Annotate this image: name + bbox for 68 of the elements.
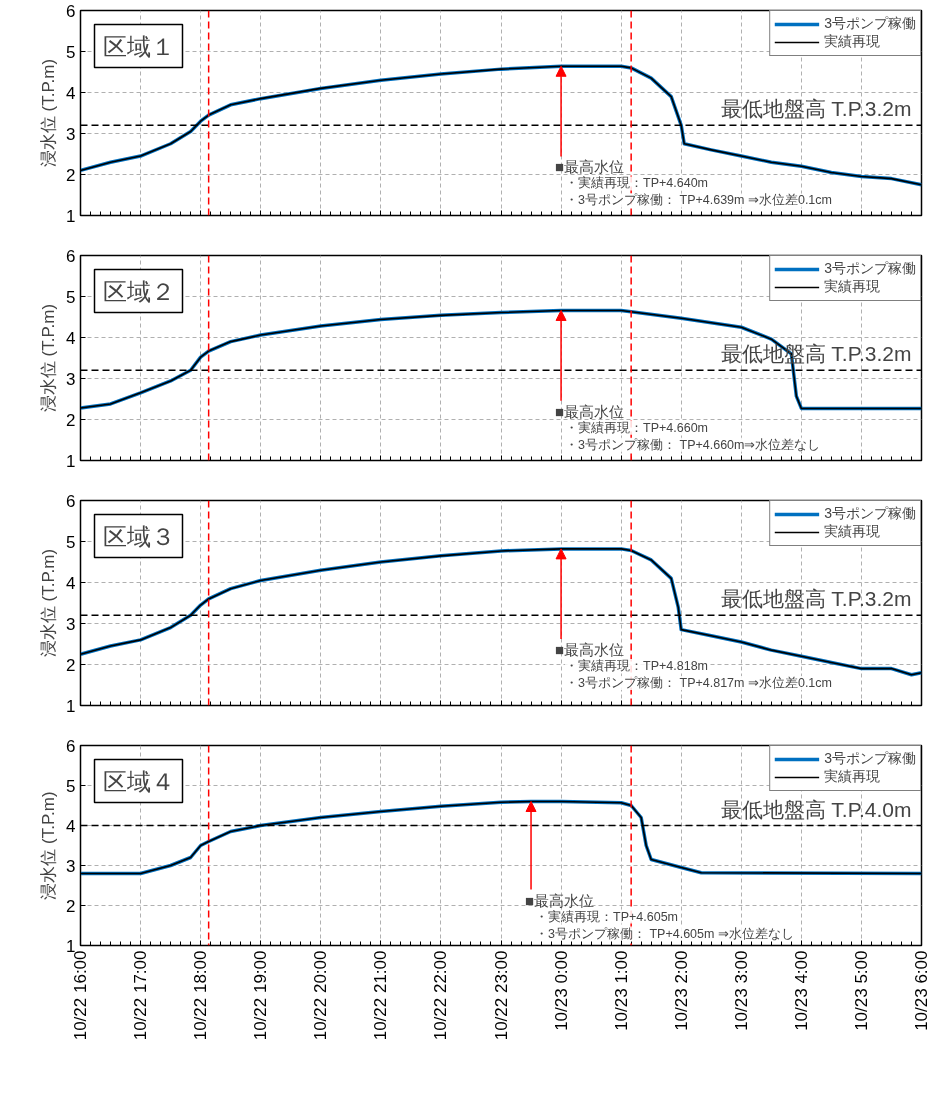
y-tick-label: 6: [66, 736, 76, 756]
annotation: ・実績再現：TP+4.640m: [565, 175, 709, 191]
x-tick-label: 10/23 0:00: [551, 950, 571, 1031]
annotation: ■最高水位: [555, 158, 625, 176]
legend-label: 実績再現: [824, 278, 881, 296]
annotation: ・実績再現：TP+4.605m: [535, 908, 678, 924]
annotation: ■最高水位: [525, 891, 595, 909]
y-tick-label: 4: [66, 816, 76, 836]
x-tick-label: 10/22 22:00: [431, 950, 451, 1041]
y-tick-label: 1: [66, 451, 76, 471]
ref-line-label: 最低地盤高 T.P.4.0m: [720, 797, 912, 821]
x-tick-label: 10/22 21:00: [371, 950, 391, 1041]
y-tick-label: 6: [66, 246, 76, 266]
y-tick-label: 4: [66, 83, 76, 103]
annotation: ・3号ポンプ稼働： TP+4.817m ⇒水位差0.1cm: [565, 676, 832, 691]
y-tick-label: 1: [66, 206, 76, 226]
x-tick-label: 10/22 19:00: [251, 950, 271, 1041]
x-tick-label: 10/22 23:00: [491, 950, 511, 1041]
y-axis-title: 浸水位 (T.P.m): [39, 58, 59, 168]
legend-label: 3号ポンプ稼働: [824, 505, 916, 523]
x-tick-label: 10/23 1:00: [611, 950, 631, 1031]
y-tick-label: 6: [66, 1, 76, 21]
y-tick-label: 5: [66, 42, 76, 62]
annotation: ■最高水位: [555, 641, 625, 659]
y-tick-label: 3: [66, 614, 76, 634]
legend-label: 3号ポンプ稼働: [824, 750, 916, 768]
y-tick-label: 5: [66, 287, 76, 307]
x-tick-label: 10/22 17:00: [131, 950, 151, 1041]
y-tick-label: 4: [66, 328, 76, 348]
y-tick-label: 2: [66, 165, 76, 185]
y-tick-label: 2: [66, 410, 76, 430]
y-tick-label: 2: [66, 896, 76, 916]
legend-label: 実績再現: [824, 768, 881, 786]
legend-label: 3号ポンプ稼働: [824, 260, 916, 278]
text: 区域１: [102, 32, 175, 60]
legend-label: 実績再現: [824, 523, 881, 541]
text: 区域４: [102, 767, 175, 795]
ref-line-label: 最低地盤高 T.P.3.2m: [720, 97, 912, 121]
annotation: ・実績再現：TP+4.818m: [565, 658, 709, 674]
x-tick-label: 10/23 3:00: [731, 950, 751, 1031]
y-axis-title: 浸水位 (T.P.m): [39, 303, 59, 413]
y-tick-label: 6: [66, 491, 76, 511]
y-tick-label: 3: [66, 369, 76, 389]
y-tick-label: 5: [66, 776, 76, 796]
legend-label: 実績再現: [824, 33, 881, 51]
text: 区域２: [102, 277, 175, 305]
annotation: ・3号ポンプ稼働： TP+4.639m ⇒水位差0.1cm: [565, 193, 832, 208]
y-tick-label: 2: [66, 655, 76, 675]
y-axis-title: 浸水位 (T.P.m): [39, 791, 59, 900]
text: 区域３: [102, 522, 175, 550]
y-tick-label: 3: [66, 124, 76, 144]
y-tick-label: 5: [66, 532, 76, 552]
y-tick-label: 3: [66, 856, 76, 876]
ref-line-label: 最低地盤高 T.P.3.2m: [720, 587, 912, 611]
y-axis-title: 浸水位 (T.P.m): [39, 548, 59, 658]
x-tick-label: 10/23 6:00: [912, 950, 931, 1031]
legend-label: 3号ポンプ稼働: [824, 15, 916, 33]
x-tick-label: 10/23 2:00: [671, 950, 691, 1031]
annotation: ・3号ポンプ稼働： TP+4.660m⇒水位差なし: [565, 437, 821, 452]
annotation: ・実績再現：TP+4.660m: [565, 419, 709, 435]
x-tick-label: 10/22 20:00: [311, 950, 331, 1041]
x-tick-label: 10/22 18:00: [191, 950, 211, 1041]
x-tick-label: 10/23 5:00: [851, 950, 871, 1031]
annotation: ■最高水位: [555, 402, 625, 420]
annotation: ・3号ポンプ稼働： TP+4.605m ⇒水位差なし: [535, 926, 794, 941]
y-tick-label: 4: [66, 573, 76, 593]
y-tick-label: 1: [66, 696, 76, 716]
x-tick-label: 10/23 4:00: [791, 950, 811, 1031]
